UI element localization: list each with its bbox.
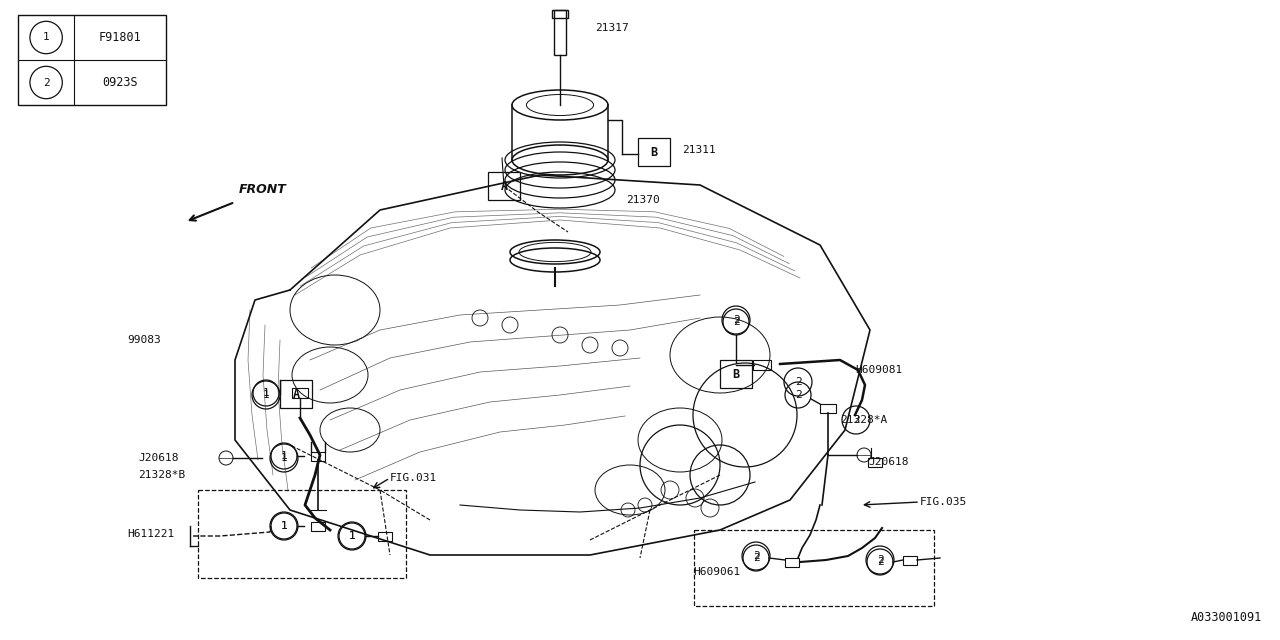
- Text: FIG.035: FIG.035: [920, 497, 968, 507]
- Text: 0923S: 0923S: [102, 76, 138, 89]
- Text: J20618: J20618: [138, 453, 178, 463]
- Text: H611221: H611221: [127, 529, 174, 539]
- Text: 1: 1: [262, 390, 269, 400]
- Text: 2: 2: [42, 77, 50, 88]
- Text: 2: 2: [877, 555, 883, 565]
- Bar: [719, 360, 753, 388]
- Text: 1: 1: [348, 531, 356, 541]
- Bar: [311, 522, 325, 531]
- Text: B: B: [732, 367, 740, 381]
- Text: 1: 1: [348, 531, 356, 541]
- Bar: [785, 557, 799, 566]
- Bar: [820, 403, 836, 413]
- Bar: [552, 10, 568, 18]
- Text: H609081: H609081: [855, 365, 902, 375]
- Text: 21317: 21317: [595, 23, 628, 33]
- Text: FRONT: FRONT: [239, 183, 287, 196]
- Text: A: A: [292, 387, 300, 401]
- Text: 1: 1: [262, 388, 269, 398]
- Bar: [378, 531, 392, 541]
- Text: B: B: [650, 145, 658, 159]
- Bar: [753, 360, 771, 370]
- Text: 2: 2: [852, 415, 859, 425]
- Bar: [198, 490, 406, 578]
- Text: 2: 2: [795, 377, 801, 387]
- Text: 1: 1: [280, 453, 288, 463]
- Bar: [311, 451, 325, 461]
- Bar: [554, 10, 566, 55]
- Bar: [694, 530, 934, 606]
- Text: A033001091: A033001091: [1190, 611, 1262, 624]
- Text: 2: 2: [753, 551, 759, 561]
- Text: 2: 2: [732, 317, 740, 327]
- Text: 2: 2: [877, 557, 883, 567]
- Text: FIG.031: FIG.031: [390, 473, 438, 483]
- Bar: [868, 458, 882, 467]
- Bar: [292, 388, 308, 398]
- Bar: [637, 138, 669, 166]
- Text: 2: 2: [753, 553, 759, 563]
- Text: 1: 1: [42, 33, 50, 42]
- Text: H609061: H609061: [692, 567, 740, 577]
- Text: 2: 2: [732, 315, 740, 325]
- Text: 21328*B: 21328*B: [138, 470, 186, 480]
- Text: 1: 1: [280, 521, 288, 531]
- Text: F91801: F91801: [99, 31, 142, 44]
- Bar: [902, 556, 916, 564]
- Text: 21370: 21370: [626, 195, 659, 205]
- Bar: [280, 380, 312, 408]
- Bar: [18, 15, 166, 105]
- Text: A: A: [500, 179, 508, 193]
- Bar: [488, 172, 520, 200]
- Text: 1: 1: [280, 451, 288, 461]
- Text: J20618: J20618: [868, 457, 909, 467]
- Text: 99083: 99083: [127, 335, 161, 345]
- Text: 21328*A: 21328*A: [840, 415, 887, 425]
- Text: 2: 2: [795, 390, 801, 400]
- Text: 1: 1: [280, 521, 288, 531]
- Text: 21311: 21311: [682, 145, 716, 155]
